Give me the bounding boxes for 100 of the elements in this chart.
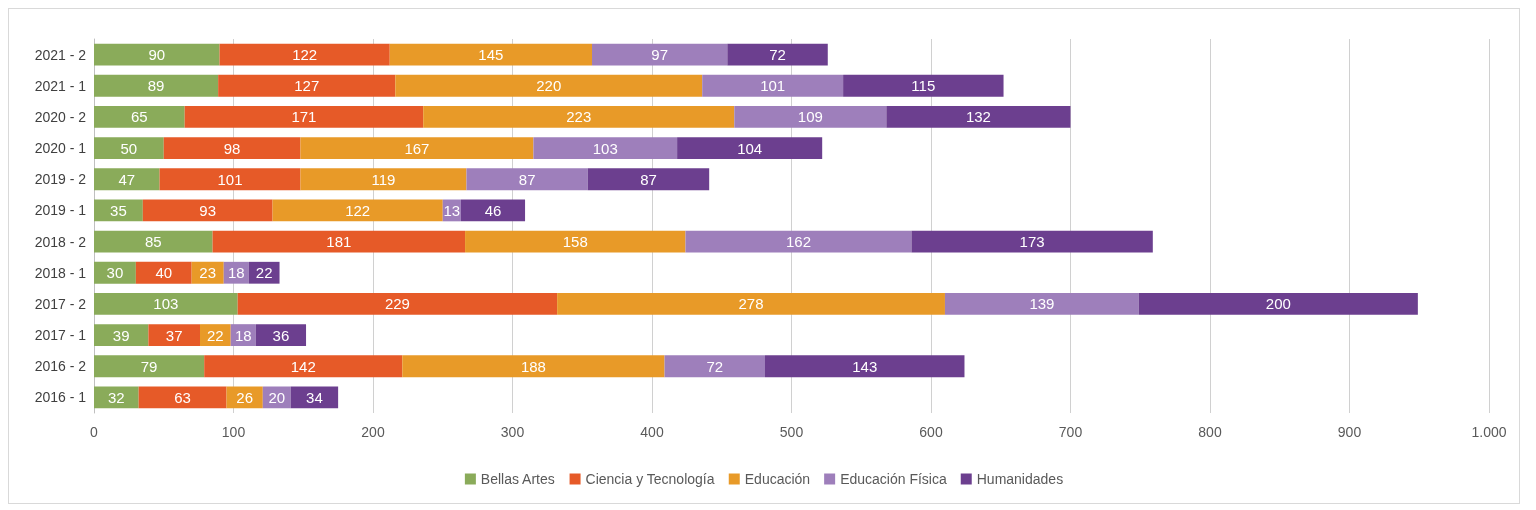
y-tick-label: 2019 - 1 — [34, 202, 87, 219]
bar — [159, 168, 301, 191]
data-label: 32 — [107, 388, 125, 406]
data-label: 278 — [738, 295, 764, 313]
y-tick-label: 2016 - 2 — [34, 358, 87, 375]
bar — [702, 74, 844, 97]
y-tick-label: 2018 - 1 — [34, 264, 87, 281]
data-label: 79 — [140, 357, 158, 375]
y-tick-label: 2018 - 2 — [34, 233, 87, 250]
bar — [94, 261, 136, 284]
legend-label: Humanidades — [976, 471, 1064, 487]
data-label: 101 — [760, 77, 786, 95]
bar — [423, 106, 735, 128]
data-label: 35 — [110, 201, 127, 219]
bar — [466, 168, 588, 191]
data-label: 132 — [965, 108, 991, 126]
x-tick-label: 900 — [1337, 424, 1362, 440]
data-label: 145 — [478, 46, 504, 64]
legend-label: Educación Física — [840, 471, 947, 487]
bar — [886, 106, 1071, 128]
bar — [94, 74, 219, 97]
legend-label: Ciencia y Tecnología — [585, 471, 715, 487]
data-label: 47 — [118, 170, 136, 188]
bar — [94, 106, 185, 128]
legend-label: Bellas Artes — [480, 471, 555, 487]
x-tick-label: 800 — [1198, 424, 1222, 440]
data-label: 36 — [272, 326, 290, 344]
data-label: 18 — [227, 264, 245, 282]
data-label: 200 — [1265, 295, 1291, 313]
bar — [94, 324, 149, 346]
data-label: 87 — [640, 170, 657, 188]
bar — [142, 199, 273, 222]
bar — [685, 230, 912, 253]
y-tick-label: 2019 - 2 — [34, 171, 87, 188]
bar — [389, 43, 593, 66]
bar — [218, 74, 396, 97]
data-label: 97 — [651, 46, 669, 64]
data-label: 103 — [592, 139, 618, 157]
bar — [727, 43, 828, 66]
x-tick-label: 400 — [640, 424, 664, 440]
data-label: 162 — [785, 233, 811, 251]
y-tick-label: 2017 - 1 — [34, 327, 87, 344]
data-label: 158 — [562, 233, 588, 251]
bar — [94, 355, 205, 378]
x-tick-label: 200 — [361, 424, 385, 440]
bar — [734, 106, 887, 128]
bar — [1138, 293, 1418, 315]
data-label: 90 — [148, 46, 166, 64]
data-label: 40 — [155, 264, 173, 282]
bar — [94, 293, 238, 315]
bar — [204, 355, 403, 378]
bar — [911, 230, 1153, 253]
bar — [212, 230, 466, 253]
bar — [557, 293, 945, 315]
x-tick-label: 700 — [1058, 424, 1083, 440]
data-label: 220 — [536, 77, 562, 95]
y-tick-label: 2021 - 2 — [34, 46, 87, 63]
legend-label: Educación — [744, 471, 811, 487]
data-label: 85 — [144, 233, 162, 251]
data-label: 173 — [1019, 233, 1045, 251]
data-label: 103 — [153, 295, 179, 313]
data-label: 127 — [294, 77, 320, 95]
data-label: 109 — [797, 108, 823, 126]
data-label: 50 — [120, 139, 138, 157]
data-label: 98 — [223, 139, 241, 157]
bar — [237, 293, 558, 315]
bar — [677, 137, 823, 159]
data-label: 142 — [290, 357, 316, 375]
x-tick-label: 0 — [90, 424, 99, 440]
data-label: 37 — [165, 326, 183, 344]
data-label: 188 — [520, 357, 546, 375]
bar — [135, 261, 192, 284]
x-tick-label: 1.000 — [1471, 424, 1507, 440]
data-label: 13 — [443, 201, 461, 219]
y-tick-label: 2020 - 1 — [34, 140, 87, 157]
bar — [138, 386, 227, 409]
bar — [395, 74, 703, 97]
data-label: 87 — [518, 170, 536, 188]
data-label: 122 — [292, 46, 318, 64]
data-label: 46 — [484, 201, 502, 219]
data-label: 22 — [255, 264, 273, 282]
data-label: 72 — [706, 357, 724, 375]
data-label: 143 — [852, 357, 878, 375]
bar — [94, 168, 160, 191]
y-tick-label: 2017 - 2 — [34, 295, 87, 312]
bar — [300, 137, 534, 159]
y-tick-label: 2016 - 1 — [34, 389, 87, 406]
data-label: 101 — [217, 170, 243, 188]
bar — [592, 43, 728, 66]
bar — [148, 324, 201, 346]
data-label: 119 — [371, 170, 396, 188]
data-label: 18 — [234, 326, 252, 344]
data-label: 22 — [207, 326, 224, 344]
bar — [94, 43, 220, 66]
y-tick-label: 2021 - 1 — [34, 77, 87, 94]
x-tick-label: 500 — [779, 424, 804, 440]
data-label: 30 — [106, 264, 124, 282]
data-label: 181 — [326, 233, 352, 251]
y-tick-label: 2020 - 2 — [34, 108, 87, 125]
data-label: 171 — [291, 108, 317, 126]
